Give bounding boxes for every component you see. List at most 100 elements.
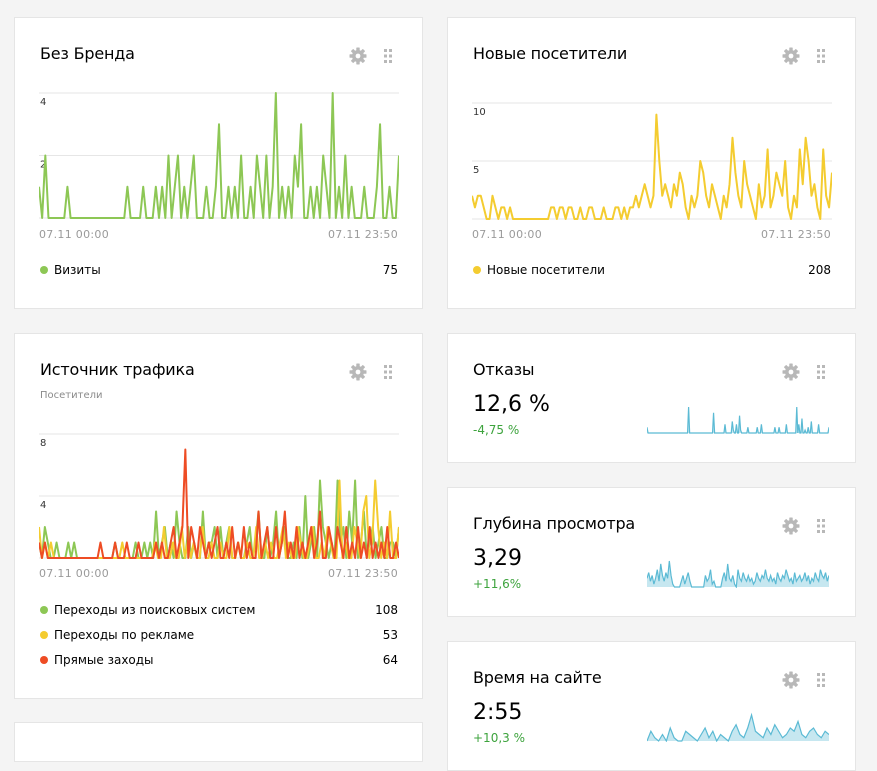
drag-dot: [822, 54, 825, 58]
drag-dot: [384, 376, 387, 379]
gear-icon[interactable]: [781, 46, 801, 66]
drag-dot: [817, 376, 820, 379]
widget-tools: [348, 362, 398, 382]
gear-icon[interactable]: [348, 46, 368, 66]
widget-title: Источник трафика: [40, 360, 195, 379]
legend-dot: [40, 631, 48, 639]
widget-tools: [781, 516, 831, 536]
y-tick-label: 2: [40, 160, 46, 171]
x-axis-start-label: 07.11 00:00: [472, 228, 542, 241]
drag-dot: [389, 49, 392, 52]
gear-hole: [355, 53, 361, 59]
gear-hole: [788, 677, 794, 683]
legend: Визиты 75: [40, 258, 398, 283]
widget-new-visitors: Новые посетители 5 10 07.11 00:00 07.11 2…: [447, 17, 856, 309]
drag-dot: [817, 530, 820, 533]
legend-value: 75: [382, 263, 398, 277]
legend-dot: [473, 266, 481, 274]
drag-dot: [384, 365, 387, 368]
drag-dot: [822, 519, 825, 522]
drag-dot: [389, 60, 392, 63]
legend-item[interactable]: Новые посетители 208: [473, 258, 831, 283]
sparkline: [647, 406, 829, 434]
drag-dot: [389, 365, 392, 368]
gear-hole: [788, 369, 794, 375]
drag-handle-icon[interactable]: [811, 362, 831, 382]
gear-hole: [788, 53, 794, 59]
drag-dot: [817, 673, 820, 676]
legend-label: Прямые заходы: [54, 653, 154, 667]
legend-value: 108: [375, 603, 398, 617]
gear-hole: [355, 369, 361, 375]
drag-handle-icon[interactable]: [811, 516, 831, 536]
drag-handle-icon[interactable]: [811, 670, 831, 690]
drag-dot: [817, 49, 820, 52]
drag-dot: [817, 524, 820, 528]
legend-item[interactable]: Переходы из поисковых систем 108: [40, 598, 398, 623]
kpi-delta: -4,75 %: [473, 423, 520, 437]
kpi-value: 3,29: [473, 546, 522, 571]
drag-dot: [389, 376, 392, 379]
drag-dot: [389, 54, 392, 58]
drag-handle-icon[interactable]: [811, 46, 831, 66]
drag-dot: [817, 365, 820, 368]
gear-icon[interactable]: [781, 516, 801, 536]
series-line: [472, 113, 832, 220]
widget-title: Новые посетители: [473, 44, 628, 63]
y-tick-label: 5: [473, 165, 479, 176]
legend-label: Новые посетители: [487, 263, 605, 277]
gear-icon[interactable]: [781, 362, 801, 382]
drag-dot: [822, 376, 825, 379]
widget-title: Без Бренда: [40, 44, 135, 63]
legend-value: 208: [808, 263, 831, 277]
legend-value: 53: [382, 628, 398, 642]
widget-title: Глубина просмотра: [473, 514, 636, 533]
drag-dot: [822, 60, 825, 63]
legend-value: 64: [382, 653, 398, 667]
legend-item[interactable]: Визиты 75: [40, 258, 398, 283]
drag-dot: [822, 370, 825, 374]
drag-dot: [384, 54, 387, 58]
drag-dot: [822, 678, 825, 682]
drag-dot: [817, 54, 820, 58]
sparkline-line: [647, 560, 829, 588]
legend-label: Переходы из поисковых систем: [54, 603, 256, 617]
drag-dot: [384, 370, 387, 374]
kpi-value: 2:55: [473, 700, 523, 725]
drag-dot: [817, 60, 820, 63]
drag-dot: [389, 370, 392, 374]
widget-subtitle: Посетители: [40, 390, 103, 401]
gear-icon[interactable]: [781, 670, 801, 690]
drag-dot: [384, 49, 387, 52]
widget-tools: [348, 46, 398, 66]
widget-page-depth: Глубина просмотра 3,29 +11,6%: [447, 487, 856, 617]
drag-dot: [817, 684, 820, 687]
widget-tools: [781, 46, 831, 66]
widget-tools: [781, 362, 831, 382]
drag-dot: [822, 530, 825, 533]
gear-hole: [788, 523, 794, 529]
x-axis-end-label: 07.11 23:50: [761, 228, 831, 241]
drag-handle-icon[interactable]: [378, 362, 398, 382]
sparkline: [647, 560, 829, 588]
x-axis-start-label: 07.11 00:00: [39, 567, 109, 580]
drag-dot: [822, 673, 825, 676]
drag-dot: [817, 678, 820, 682]
drag-dot: [822, 684, 825, 687]
y-tick-label: 4: [40, 97, 46, 108]
drag-dot: [817, 519, 820, 522]
drag-dot: [822, 49, 825, 52]
legend-item[interactable]: Прямые заходы 64: [40, 648, 398, 673]
drag-handle-icon[interactable]: [378, 46, 398, 66]
legend-item[interactable]: Переходы по рекламе 53: [40, 623, 398, 648]
drag-dot: [822, 365, 825, 368]
legend-dot: [40, 266, 48, 274]
sparkline-line: [647, 406, 829, 434]
x-axis-end-label: 07.11 23:50: [328, 228, 398, 241]
gear-icon[interactable]: [348, 362, 368, 382]
legend-dot: [40, 606, 48, 614]
widget-time-on-site: Время на сайте 2:55 +10,3 %: [447, 641, 856, 771]
y-tick-label: 8: [40, 438, 46, 449]
legend-dot: [40, 656, 48, 664]
